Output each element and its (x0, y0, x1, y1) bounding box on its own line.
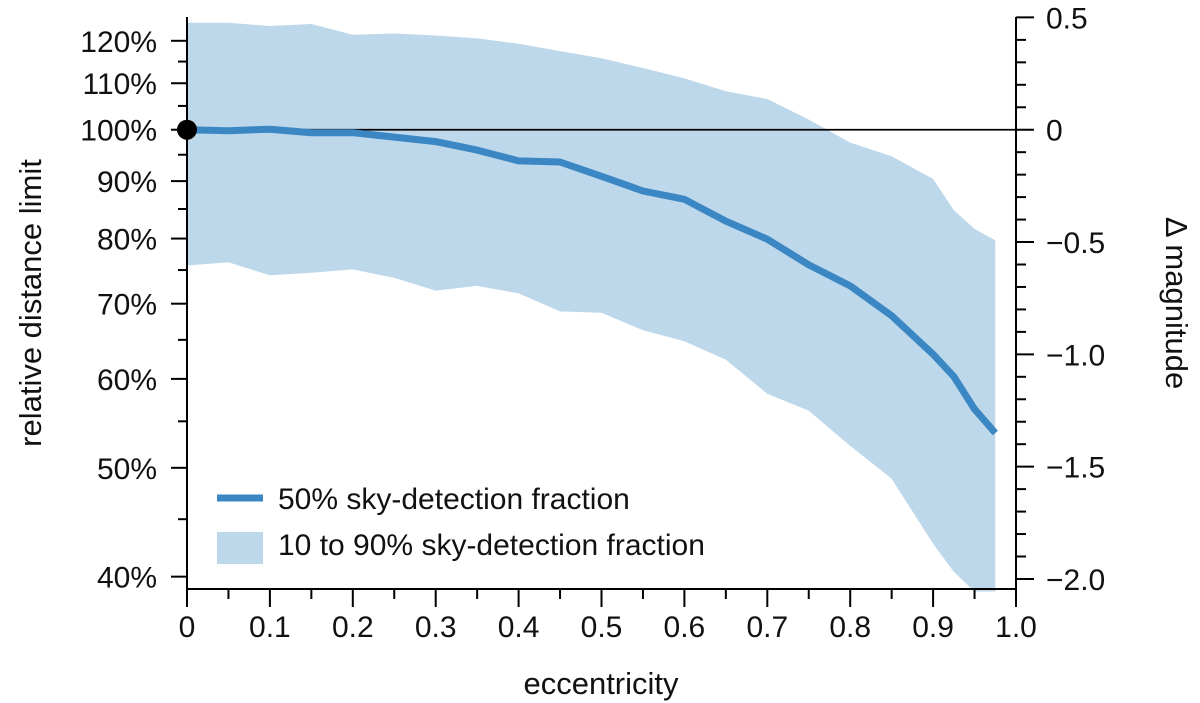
x-tick-label: 0.3 (415, 611, 457, 644)
legend-swatch-band (217, 532, 263, 564)
y-axis-left-title: relative distance limit (13, 159, 48, 447)
y-axis-left-ticks: 40% 50% 60% 70% 80% 90% 100% 110% 120% (80, 26, 187, 595)
band-area (187, 22, 996, 592)
median-line (186, 125, 998, 436)
x-tick-label: 0.6 (664, 611, 706, 644)
y-left-tick-label: 70% (97, 289, 157, 322)
y-left-tick-label: 60% (97, 364, 157, 397)
y-right-tick-label: −1.0 (1046, 339, 1105, 372)
x-axis-title: eccentricity (523, 666, 679, 701)
legend-label-median: 50% sky-detection fraction (278, 483, 630, 516)
y-left-tick-label: 50% (97, 453, 157, 486)
x-tick-label: 0.8 (829, 611, 871, 644)
x-tick-label: 1.0 (995, 611, 1037, 644)
y-axis-right-title: Δ magnitude (1159, 217, 1194, 389)
x-tick-label: 0.2 (332, 611, 374, 644)
y-axis-right-ticks: 0.5 0 −0.5 −1.0 −1.5 −2.0 (1016, 2, 1105, 597)
y-left-tick-label: 80% (97, 224, 157, 257)
y-right-tick-label: −1.5 (1046, 452, 1105, 485)
y-left-tick-label: 120% (80, 26, 157, 59)
x-tick-label: 0.9 (912, 611, 954, 644)
legend: 50% sky-detection fraction 10 to 90% sky… (217, 483, 705, 564)
band-layer (187, 22, 996, 592)
x-tick-label: 0.4 (498, 611, 540, 644)
x-tick-label: 0.5 (581, 611, 623, 644)
x-tick-label: 0 (179, 611, 196, 644)
y-left-tick-label: 110% (82, 68, 157, 101)
legend-label-band: 10 to 90% sky-detection fraction (278, 529, 705, 562)
y-left-tick-label: 90% (97, 166, 157, 199)
y-right-tick-label: 0 (1046, 115, 1063, 148)
y-left-tick-label: 40% (97, 562, 157, 595)
y-left-tick-label: 100% (80, 115, 157, 148)
x-axis-ticks: 0 0.1 0.2 0.3 0.4 0.5 0.6 0.7 0.8 0.9 1.0 (179, 589, 1037, 644)
x-tick-label: 0.1 (249, 611, 291, 644)
x-tick-label: 0.7 (746, 611, 788, 644)
y-right-tick-label: 0.5 (1046, 2, 1088, 35)
y-right-tick-label: −0.5 (1046, 227, 1105, 260)
y-right-tick-label: −2.0 (1046, 564, 1105, 597)
